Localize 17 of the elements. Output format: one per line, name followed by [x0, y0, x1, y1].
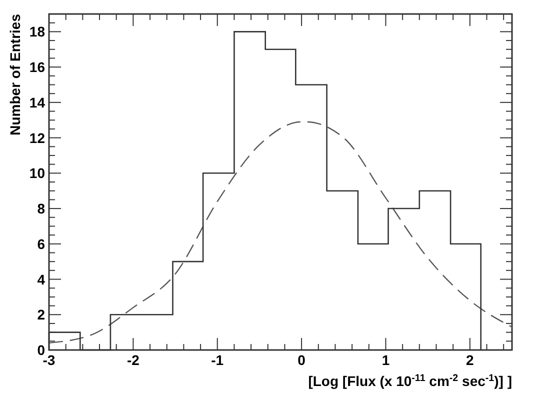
y-tick-label: 18 [29, 24, 46, 40]
x-tick-label: -1 [211, 352, 224, 368]
y-tick-label: 16 [29, 59, 46, 76]
y-tick-label: 0 [37, 342, 46, 358]
y-tick-label: 12 [29, 130, 46, 146]
y-tick-label: 4 [37, 271, 46, 288]
y-tick-label: 8 [37, 200, 46, 217]
x-tick-label: 2 [466, 352, 474, 368]
y-axis-title: Number of Entries [7, 14, 23, 136]
x-tick-label: 0 [298, 352, 306, 368]
x-tick-label: -2 [126, 352, 140, 368]
x-axis-title: [Log [Flux (x 10$^{-11}$ cm$^{-2}$ sec$^{-1}$)] ] [308, 372, 512, 389]
x-tick-label: 1 [382, 352, 390, 368]
y-tick-label: 2 [37, 306, 46, 323]
y-tick-label: 10 [29, 165, 46, 182]
y-tick-label: 14 [29, 94, 46, 110]
y-tick-label: 6 [37, 236, 46, 252]
